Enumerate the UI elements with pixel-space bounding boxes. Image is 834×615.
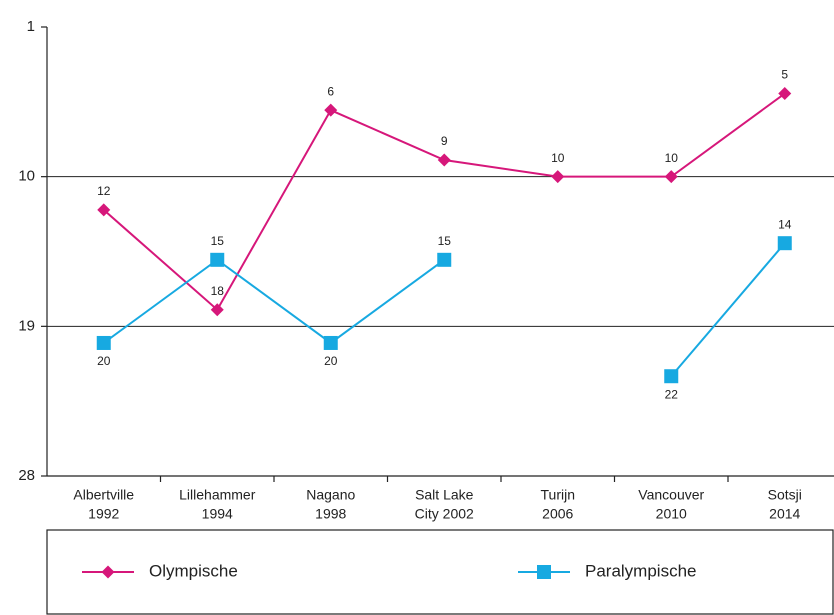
x-tick-label: 1994	[202, 506, 233, 522]
series-line	[670, 242, 786, 377]
x-tick-label: Albertville	[73, 487, 134, 503]
x-tick-label: 2006	[542, 506, 573, 522]
x-tick-label: 2014	[769, 506, 800, 522]
y-tick-label: 19	[18, 317, 35, 334]
legend-label: Olympische	[149, 561, 238, 580]
x-tick-label: 1992	[88, 506, 119, 522]
x-tick-label: Sotsji	[768, 487, 802, 503]
data-label: 15	[438, 234, 452, 248]
marker	[551, 170, 565, 184]
data-label: 9	[441, 134, 448, 148]
x-tick-label: Lillehammer	[179, 487, 256, 503]
marker	[210, 252, 225, 267]
legend-label: Paralympische	[585, 561, 697, 580]
data-label: 18	[211, 284, 225, 298]
x-tick-label: 1998	[315, 506, 346, 522]
marker	[537, 565, 551, 579]
marker	[210, 303, 224, 317]
marker	[97, 203, 111, 217]
series-line	[103, 258, 445, 345]
marker	[324, 103, 338, 117]
marker	[778, 87, 792, 101]
marker	[437, 252, 452, 267]
data-label: 14	[778, 217, 792, 231]
x-tick-label: Vancouver	[638, 487, 704, 503]
x-tick-label: Salt Lake	[415, 487, 474, 503]
x-tick-label: Turijn	[541, 487, 576, 503]
series-line	[103, 92, 786, 312]
data-label: 5	[781, 68, 788, 82]
data-label: 10	[551, 151, 565, 165]
data-label: 6	[327, 84, 334, 98]
y-tick-label: 1	[27, 18, 35, 35]
x-tick-label: City 2002	[415, 506, 474, 522]
marker	[664, 170, 678, 184]
data-label: 20	[324, 354, 338, 368]
x-tick-label: Nagano	[306, 487, 355, 503]
data-label: 12	[97, 184, 111, 198]
marker	[664, 369, 679, 384]
data-label: 10	[665, 151, 679, 165]
marker	[101, 565, 115, 579]
y-tick-label: 28	[18, 467, 35, 484]
data-label: 20	[97, 354, 111, 368]
data-label: 22	[665, 387, 679, 401]
y-tick-label: 10	[18, 168, 35, 185]
marker	[96, 335, 111, 350]
marker	[437, 153, 451, 167]
marker	[323, 335, 338, 350]
x-tick-label: 2010	[656, 506, 687, 522]
marker	[777, 236, 792, 251]
legend-box	[46, 529, 834, 615]
data-label: 15	[211, 234, 225, 248]
